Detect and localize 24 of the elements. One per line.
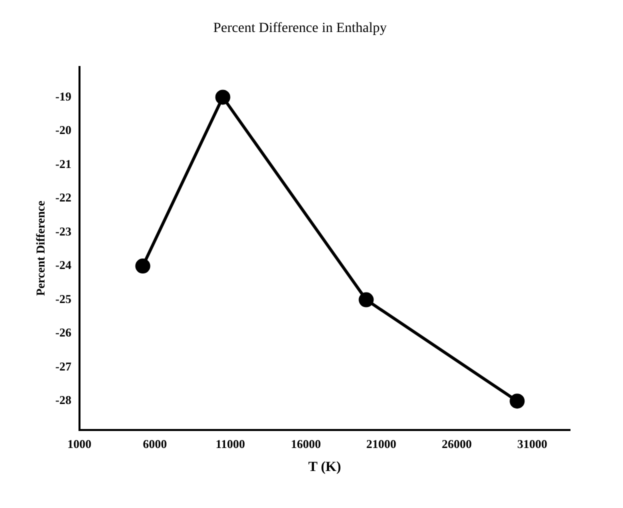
x-tick-label: 11000 — [216, 437, 246, 452]
x-tick-label: 6000 — [142, 437, 167, 452]
point — [135, 258, 150, 274]
y-tick-label: -25 — [55, 292, 72, 306]
y-tick-label: -26 — [55, 326, 72, 340]
y-axis-title: Percent Difference — [33, 200, 48, 296]
chart-title: Percent Difference in Enthalpy — [213, 21, 387, 36]
x-tick-label: 16000 — [290, 437, 321, 452]
y-tick-label: -28 — [55, 393, 72, 408]
y-tick-label: -27 — [55, 359, 72, 374]
x-axis-title: T (K) — [308, 460, 342, 476]
x-tick-label: 21000 — [366, 437, 396, 452]
y-tick-label: -24 — [55, 258, 72, 272]
y-tick-label: -19 — [55, 89, 72, 104]
point — [215, 90, 230, 105]
point — [358, 292, 374, 308]
point — [510, 394, 525, 409]
y-tick-label: -20 — [55, 123, 72, 138]
x-tick-label: 1000 — [67, 437, 92, 452]
y-tick-label: -23 — [55, 224, 72, 238]
y-tick-label: -21 — [55, 156, 72, 171]
y-tick-label: -22 — [55, 190, 72, 205]
x-tick-label: 31000 — [517, 437, 548, 452]
x-tick-label: 26000 — [442, 437, 472, 452]
